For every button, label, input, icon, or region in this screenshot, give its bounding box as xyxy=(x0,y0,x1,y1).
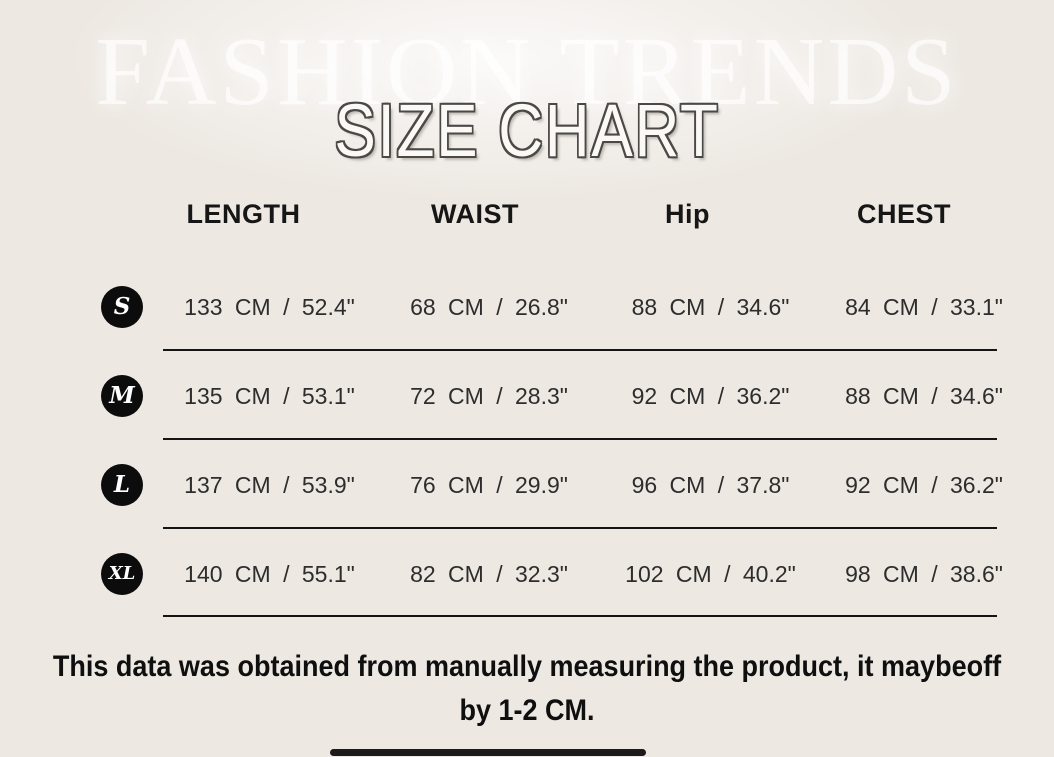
watermark-text: FASHION TRENDS xyxy=(95,18,959,126)
footnote-line-2: by 1-2 CM. xyxy=(459,694,595,727)
waist-value-xl: 82 CM / 32.3" xyxy=(410,561,568,587)
hip-value-l: 96 CM / 37.8" xyxy=(631,472,790,498)
chest-value-xl: 98 CM / 38.6" xyxy=(845,561,1003,587)
waist-value-m: 72 CM / 28.3" xyxy=(410,383,568,409)
page-title: SIZE CHART xyxy=(334,89,720,172)
row-divider xyxy=(163,438,997,440)
column-header-chest: CHEST xyxy=(856,199,951,229)
size-badge-l: L xyxy=(101,464,143,506)
hip-value-m: 92 CM / 36.2" xyxy=(631,383,790,409)
column-header-length: LENGTH xyxy=(186,199,301,229)
hip-value-xl: 102 CM / 40.2" xyxy=(625,561,796,587)
chest-value-l: 92 CM / 36.2" xyxy=(845,472,1003,498)
footnote-line-1: This data was obtained from manually mea… xyxy=(52,650,1002,683)
row-divider xyxy=(163,527,997,529)
table-row: 133 CM / 52.4" 68 CM / 26.8" 88 CM / 34.… xyxy=(163,285,1003,329)
row-divider xyxy=(163,615,997,617)
table-row: 140 CM / 55.1" 82 CM / 32.3" 102 CM / 40… xyxy=(163,552,1003,596)
length-value-l: 137 CM / 53.9" xyxy=(184,472,355,498)
size-badge-xl: XL xyxy=(101,553,143,595)
length-value-s: 133 CM / 52.4" xyxy=(184,294,355,320)
waist-value-s: 68 CM / 26.8" xyxy=(410,294,568,320)
chest-value-m: 88 CM / 34.6" xyxy=(845,383,1003,409)
table-row: 135 CM / 53.1" 72 CM / 28.3" 92 CM / 36.… xyxy=(163,374,1003,418)
table-header-row: LENGTH WAIST Hip CHEST xyxy=(163,192,997,236)
chest-value-s: 84 CM / 33.1" xyxy=(845,294,1003,320)
home-indicator-bar[interactable] xyxy=(330,749,646,756)
row-divider xyxy=(163,349,997,351)
column-header-waist: WAIST xyxy=(431,199,519,229)
size-badge-m: M xyxy=(101,375,143,417)
size-badge-s: S xyxy=(101,286,143,328)
length-value-xl: 140 CM / 55.1" xyxy=(184,561,355,587)
column-header-hip: Hip xyxy=(665,199,710,229)
table-row: 137 CM / 53.9" 76 CM / 29.9" 96 CM / 37.… xyxy=(163,463,1003,507)
hip-value-s: 88 CM / 34.6" xyxy=(631,294,790,320)
footnote: This data was obtained from manually mea… xyxy=(53,645,1002,733)
waist-value-l: 76 CM / 29.9" xyxy=(410,472,568,498)
length-value-m: 135 CM / 53.1" xyxy=(184,383,355,409)
